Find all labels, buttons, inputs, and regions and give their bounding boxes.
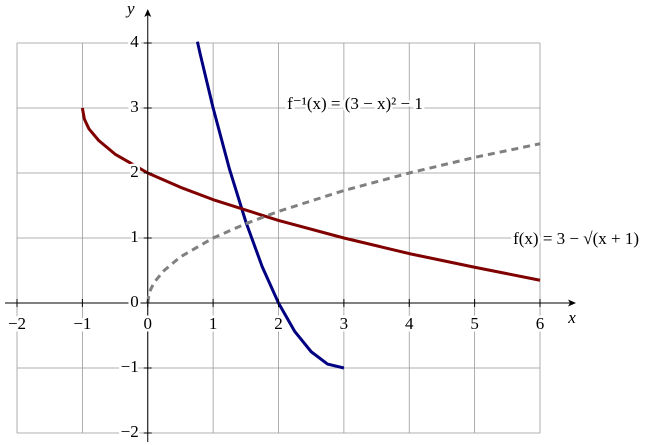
y-tick-label: 2 — [130, 162, 139, 181]
curve — [195, 41, 345, 370]
y-tick-label: 0 — [130, 292, 139, 311]
x-axis-label: x — [567, 308, 576, 327]
y-tick-label: 1 — [130, 227, 139, 246]
curve — [146, 142, 541, 304]
x-tick-label: −1 — [73, 314, 91, 333]
x-tick-label: 0 — [144, 314, 153, 333]
y-tick-label: −1 — [121, 357, 139, 376]
y-axis-label: y — [125, 0, 135, 18]
x-tick-label: 5 — [470, 314, 479, 333]
curve-label: f(x) = 3 − √(x + 1) — [513, 229, 639, 248]
x-tick-label: 4 — [405, 314, 414, 333]
y-tick-label: 4 — [130, 32, 139, 51]
x-tick-label: −2 — [8, 314, 26, 333]
curve — [80, 107, 541, 282]
y-arrow — [144, 9, 152, 17]
y-tick-label: −2 — [121, 422, 139, 441]
x-tick-label: 6 — [536, 314, 545, 333]
x-tick-label: 2 — [274, 314, 283, 333]
x-arrow — [568, 299, 576, 307]
x-tick-label: 1 — [209, 314, 218, 333]
curve-label: f⁻¹(x) = (3 − x)² − 1 — [287, 94, 423, 113]
x-tick-label: 3 — [340, 314, 349, 333]
y-tick-label: 3 — [130, 97, 139, 116]
